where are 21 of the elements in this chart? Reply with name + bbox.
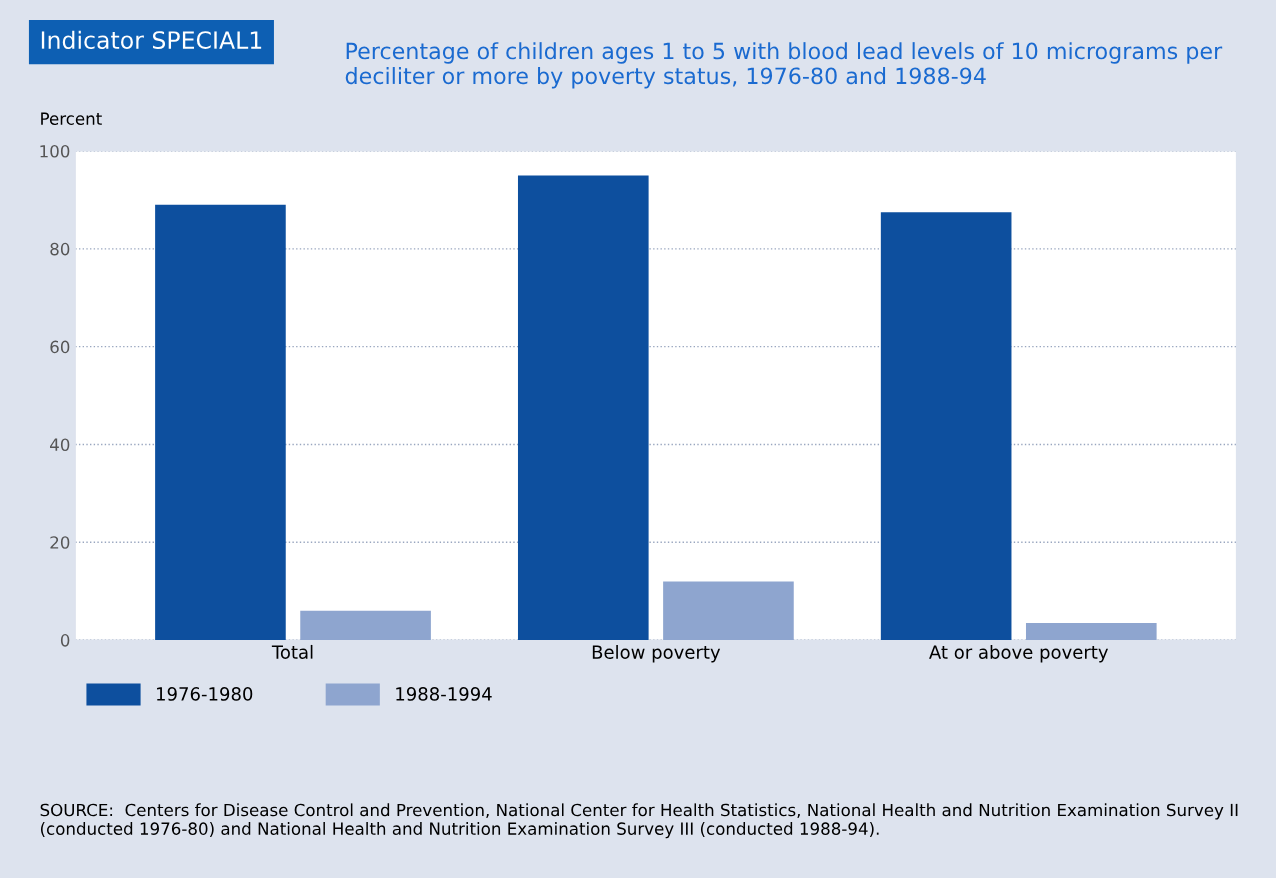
y-tick-label: 80: [50, 242, 70, 256]
chart-subtitle: Percentage of children ages 1 to 5 with blood lead levels of 10 micrograms per deciliter or more by poverty status, 1976-80 and 1988-94: [345, 42, 1223, 89]
y-tick-label: 60: [50, 340, 70, 354]
legend-label: 1976-1980: [157, 687, 253, 701]
y-tick-label: 0: [60, 634, 70, 647]
bar: [663, 581, 794, 641]
bar: [517, 175, 649, 641]
x-tick-label: At or above poverty: [929, 644, 1109, 663]
y-tick-label: 20: [50, 536, 70, 549]
legend-label: 1988-1994: [396, 687, 492, 701]
y-tick-label: 40: [50, 438, 70, 452]
y-tick-label: 100: [40, 144, 70, 158]
x-tick-label: Total: [271, 644, 313, 659]
bar: [155, 204, 286, 641]
bar: [880, 212, 1012, 641]
y-axis-title: Percent: [41, 112, 102, 125]
bar: [300, 610, 431, 641]
bar: [1025, 622, 1157, 641]
chart-title: Indicator SPECIAL1: [41, 30, 262, 49]
source-note: SOURCE: Centers for Disease Control and Prevention, National Center for Health Statistics, National Health and Nutrition Examination Survey II (conducted 1976-80) and National Health and Nutrition Examination Survey III (conducted 1988-94).: [40, 803, 1238, 839]
x-tick-label: Below poverty: [592, 644, 721, 663]
